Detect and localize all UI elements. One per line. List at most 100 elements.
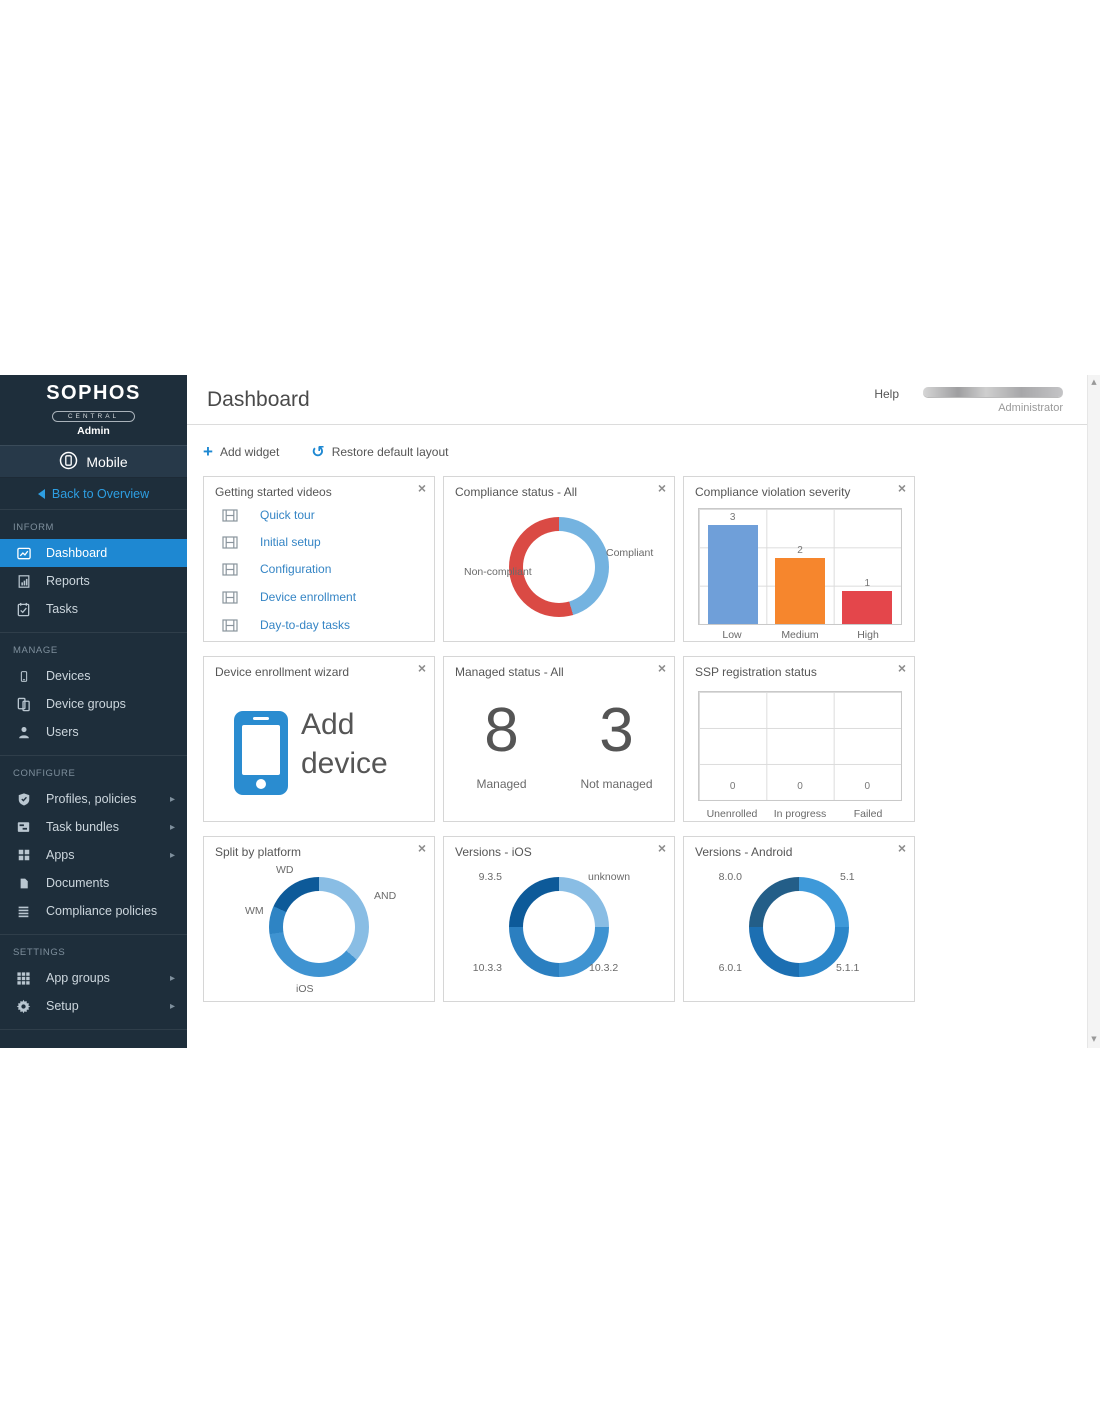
- managed-count: 8: [484, 696, 519, 765]
- close-icon[interactable]: ×: [417, 660, 426, 676]
- ios-versions-donut-chart: [509, 877, 609, 977]
- restore-layout-label: Restore default layout: [331, 444, 449, 459]
- add-device-action[interactable]: Add device: [301, 708, 388, 780]
- close-icon[interactable]: ×: [657, 840, 666, 856]
- sidebar-item-documents[interactable]: Documents: [0, 869, 187, 897]
- film-icon: [222, 508, 238, 522]
- widget-title: Device enrollment wizard: [215, 665, 350, 679]
- plus-icon: +: [203, 442, 213, 461]
- main-content: Dashboard Help Administrator + Add widge…: [187, 375, 1087, 1048]
- tasks-icon: [15, 601, 32, 617]
- chevron-right-icon: ▸: [169, 793, 175, 805]
- donut-label-wd: WD: [276, 864, 294, 876]
- compliance-policies-icon: [15, 903, 32, 919]
- film-icon: [222, 535, 238, 549]
- chevron-right-icon: ▸: [169, 821, 175, 833]
- severity-categories: Low Medium High: [698, 629, 902, 641]
- sidebar-item-task-bundles[interactable]: Task bundles ▸: [0, 813, 187, 841]
- close-icon[interactable]: ×: [897, 660, 906, 676]
- widget-title: Getting started videos: [215, 485, 332, 499]
- module-header-mobile: Mobile: [0, 445, 187, 478]
- category-label: Low: [722, 629, 742, 641]
- platform-donut-chart: [269, 877, 369, 977]
- sidebar-item-app-groups[interactable]: App groups ▸: [0, 964, 187, 992]
- video-link-initial-setup[interactable]: Initial setup: [222, 535, 321, 549]
- sidebar-item-compliance-policies[interactable]: Compliance policies: [0, 897, 187, 925]
- sidebar-item-device-groups[interactable]: Device groups: [0, 690, 187, 718]
- restore-default-layout-button[interactable]: ↺ Restore default layout: [311, 443, 449, 460]
- donut-label-601: 6.0.1: [718, 962, 742, 974]
- sidebar: SOPHOS CENTRAL Admin Mobile Back to Over…: [0, 375, 187, 1048]
- sidebar-section-inform: INFORM Dashboard Reports Tasks: [0, 509, 187, 632]
- sidebar-item-reports[interactable]: Reports: [0, 567, 187, 595]
- back-arrow-icon: [37, 488, 45, 499]
- widget-device-enrollment-wizard: Device enrollment wizard × Add device: [203, 656, 435, 822]
- sidebar-item-label: Profiles, policies: [46, 792, 137, 806]
- mobile-phone-circle-icon: [59, 451, 78, 473]
- donut-label-1032: 10.3.2: [589, 962, 619, 974]
- help-link[interactable]: Help: [874, 387, 899, 401]
- section-label: MANAGE: [13, 645, 58, 656]
- widget-title: Compliance violation severity: [695, 485, 851, 499]
- bar-column: 0: [797, 781, 803, 792]
- close-icon[interactable]: ×: [417, 480, 426, 496]
- profiles-policies-icon: [15, 791, 32, 807]
- sidebar-item-label: Device groups: [46, 697, 126, 711]
- video-link-label: Quick tour: [260, 508, 315, 522]
- page-title: Dashboard: [207, 388, 310, 411]
- dashboard-icon: [15, 545, 32, 561]
- close-icon[interactable]: ×: [897, 480, 906, 496]
- widget-compliance-status: Compliance status - All × Compliant Non-…: [443, 476, 675, 642]
- not-managed-label: Not managed: [580, 777, 653, 792]
- sidebar-item-devices[interactable]: Devices: [0, 662, 187, 690]
- sophos-logo: SOPHOS CENTRAL Admin: [0, 375, 187, 445]
- sidebar-item-label: Apps: [46, 848, 75, 862]
- sidebar-item-label: Users: [46, 725, 79, 739]
- widget-title: Managed status - All: [455, 665, 564, 679]
- section-label: SETTINGS: [13, 947, 66, 958]
- sidebar-item-label: App groups: [46, 971, 110, 985]
- close-icon[interactable]: ×: [897, 840, 906, 856]
- sidebar-item-dashboard[interactable]: Dashboard: [0, 539, 187, 567]
- close-icon[interactable]: ×: [417, 840, 426, 856]
- add-device-phone-icon[interactable]: [234, 711, 288, 795]
- user-name-redacted[interactable]: [923, 387, 1063, 397]
- widget-versions-android: Versions - Android × 8.0.0 5.1 6.0.1 5.1…: [683, 836, 915, 1002]
- video-link-quick-tour[interactable]: Quick tour: [222, 508, 315, 522]
- close-icon[interactable]: ×: [657, 480, 666, 496]
- video-link-label: Device enrollment: [260, 590, 357, 604]
- close-icon[interactable]: ×: [657, 660, 666, 676]
- section-label: CONFIGURE: [13, 768, 76, 779]
- sidebar-item-users[interactable]: Users: [0, 718, 187, 746]
- video-link-device-enrollment[interactable]: Device enrollment: [222, 590, 356, 604]
- sidebar-item-profiles-policies[interactable]: Profiles, policies ▸: [0, 785, 187, 813]
- sidebar-item-apps[interactable]: Apps ▸: [0, 841, 187, 869]
- widget-grid: Getting started videos × Quick tour Init…: [203, 476, 943, 1016]
- widget-managed-status: Managed status - All × 8 Managed 3 Not m…: [443, 656, 675, 822]
- scroll-up-icon[interactable]: ▲: [1091, 378, 1097, 386]
- widget-title: Versions - iOS: [455, 845, 532, 859]
- sidebar-item-tasks[interactable]: Tasks: [0, 595, 187, 623]
- logo-edition-text: Admin: [77, 425, 110, 437]
- ssp-bar-chart: 0 0 0: [698, 691, 902, 801]
- back-to-overview-link[interactable]: Back to Overview: [0, 478, 187, 509]
- scroll-down-icon[interactable]: ▼: [1091, 1035, 1097, 1043]
- video-link-label: Initial setup: [260, 535, 321, 549]
- widget-versions-ios: Versions - iOS × 9.3.5 unknown 10.3.3 10…: [443, 836, 675, 1002]
- donut-label-51: 5.1: [840, 871, 855, 883]
- widget-title: SSP registration status: [695, 665, 817, 679]
- category-label: Failed: [853, 808, 883, 820]
- vertical-scrollbar[interactable]: ▲ ▼: [1087, 375, 1100, 1048]
- video-link-label: Day-to-day tasks: [260, 618, 351, 632]
- donut-label-and: AND: [374, 890, 397, 902]
- video-link-configuration[interactable]: Configuration: [222, 562, 331, 576]
- sidebar-item-setup[interactable]: Setup ▸: [0, 992, 187, 1020]
- add-widget-button[interactable]: + Add widget: [203, 443, 279, 460]
- category-label: Unenrolled: [706, 808, 758, 820]
- video-link-day-to-day-tasks[interactable]: Day-to-day tasks: [222, 618, 350, 632]
- bar-column: 2: [766, 509, 833, 624]
- donut-label-wm: WM: [245, 905, 264, 917]
- film-icon: [222, 618, 238, 632]
- page-header: Dashboard Help Administrator: [187, 375, 1087, 425]
